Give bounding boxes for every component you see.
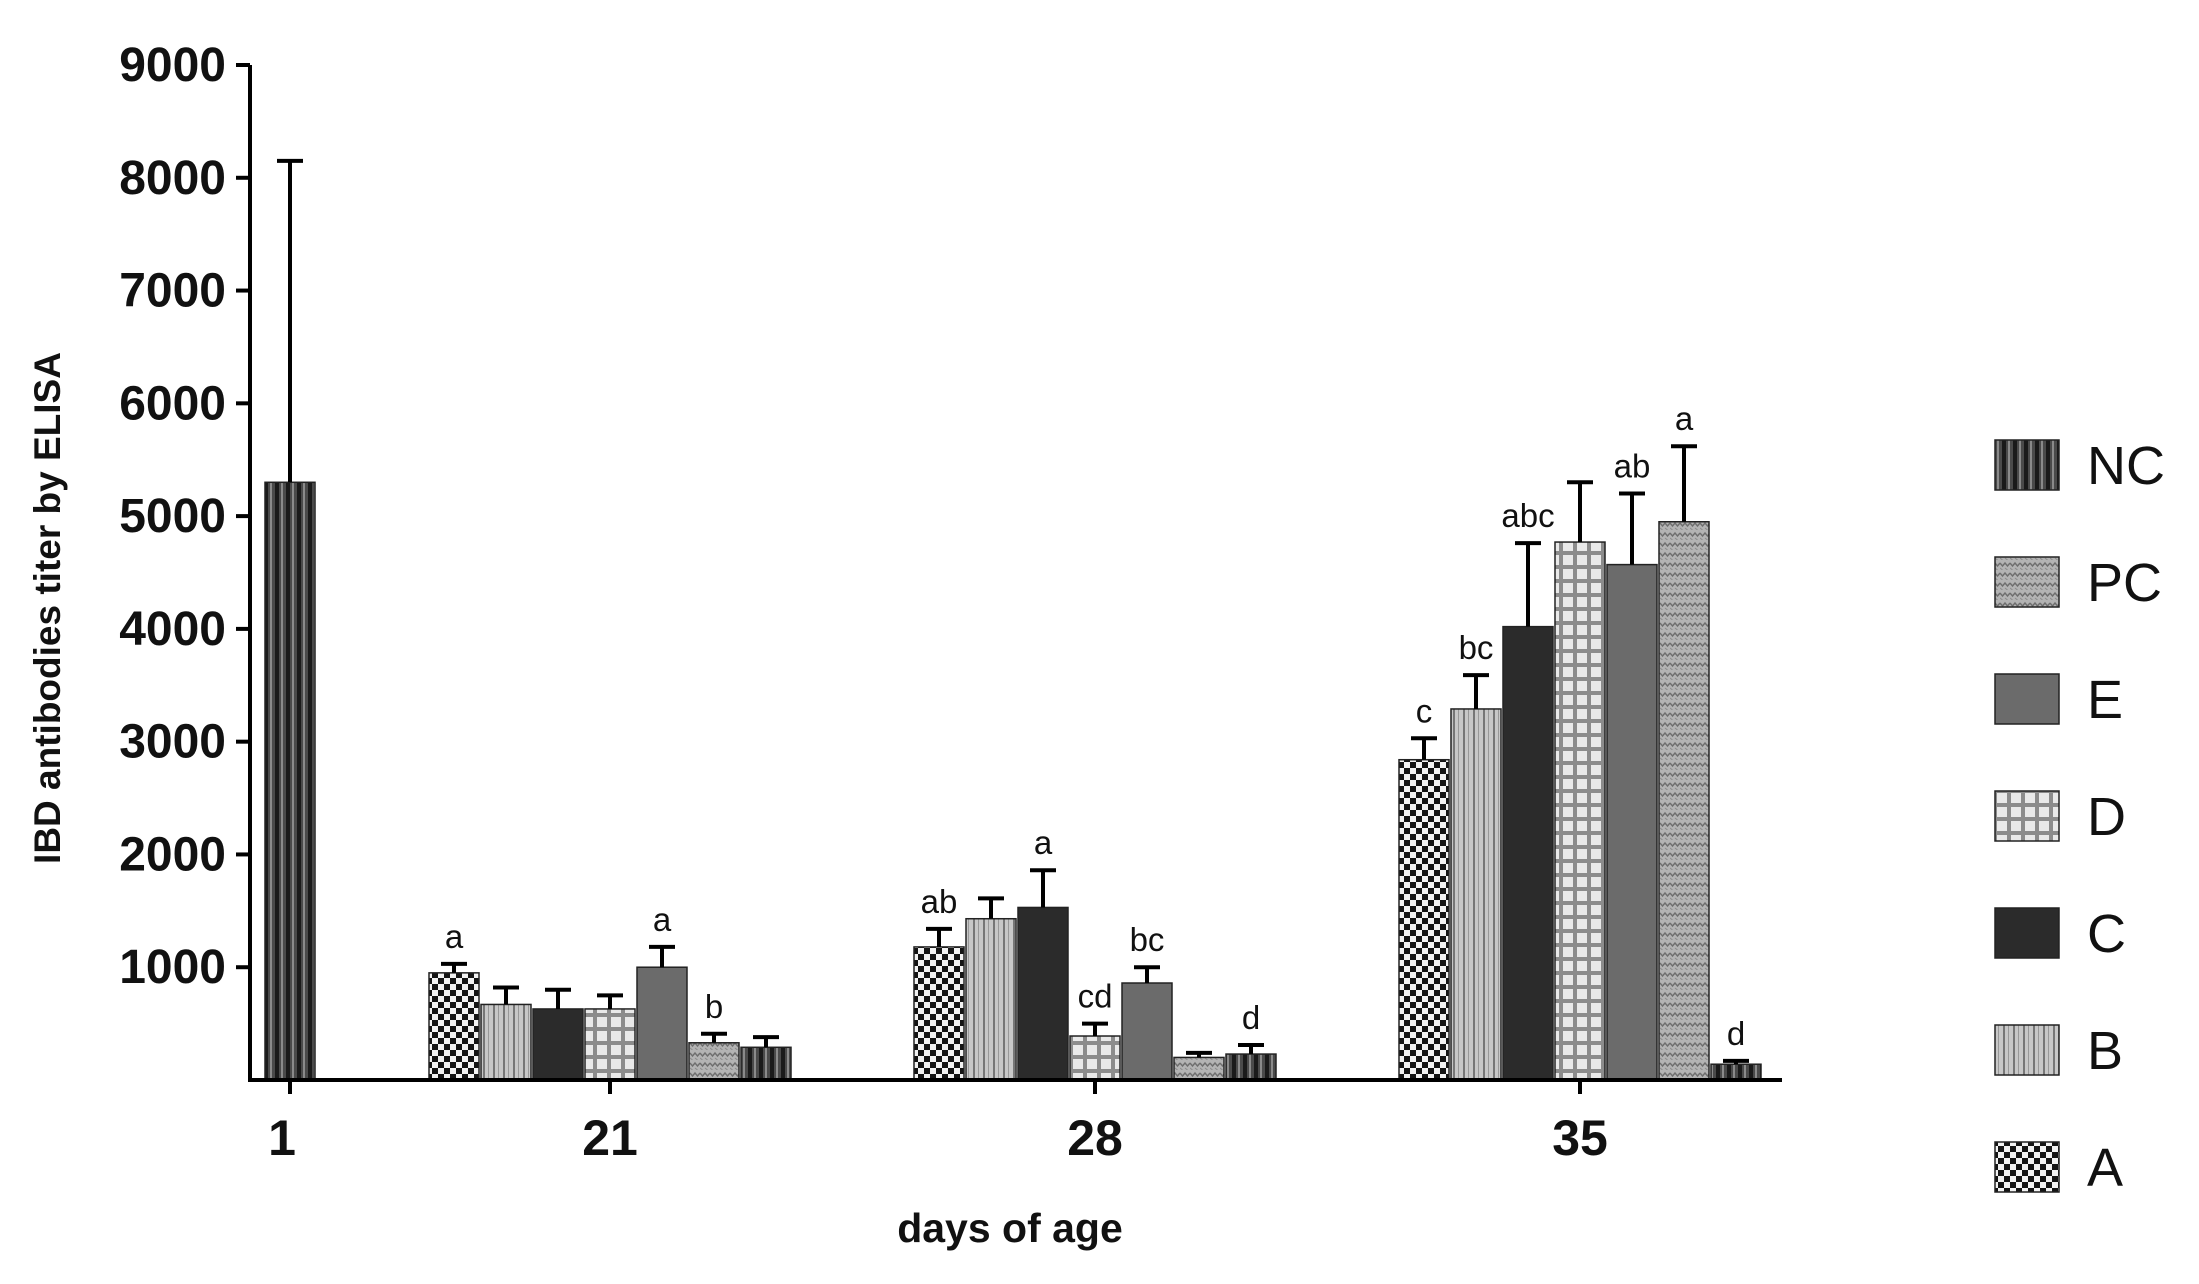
y-tick-label-1000: 1000 [119, 941, 226, 994]
bar-21-C [532, 1008, 584, 1081]
y-tick-label-6000: 6000 [119, 377, 226, 430]
bar-28-C [1017, 906, 1069, 1081]
bar-28-PC [1173, 1056, 1225, 1081]
significance-label-35-NC: d [1727, 1015, 1745, 1052]
bar-35-PC [1658, 521, 1710, 1081]
significance-label-35-B: bc [1459, 629, 1494, 666]
x-tick-label-35: 35 [1552, 1110, 1608, 1166]
legend-label-B: B [2087, 1021, 2123, 1081]
legend-swatch-NC [1994, 439, 2060, 491]
significance-label-28-D: cd [1078, 978, 1113, 1015]
significance-label-35-E: ab [1614, 448, 1651, 485]
significance-label-21-PC: b [705, 988, 723, 1025]
bar-28-A [913, 946, 965, 1081]
bar-28-B [965, 917, 1017, 1081]
significance-label-35-A: c [1416, 692, 1433, 729]
legend-swatch-A [1994, 1141, 2060, 1193]
legend-label-C: C [2087, 904, 2126, 964]
y-axis-title: IBD antibodies titer by ELISA [27, 352, 68, 864]
y-tick-label-9000: 9000 [119, 39, 226, 92]
legend-swatch-PC [1994, 556, 2060, 608]
bar-1-NC [264, 481, 316, 1081]
x-tick-label-21: 21 [582, 1110, 638, 1166]
significance-label-28-C: a [1034, 824, 1053, 861]
bar-21-D [584, 1008, 636, 1081]
y-tick-label-3000: 3000 [119, 716, 226, 769]
bar-28-E [1121, 982, 1173, 1081]
legend-swatch-B [1994, 1024, 2060, 1076]
x-tick-label-28: 28 [1067, 1110, 1123, 1166]
bar-35-B [1450, 708, 1502, 1081]
bar-21-PC [688, 1042, 740, 1081]
legend-label-PC: PC [2087, 553, 2162, 613]
bar-35-D [1554, 541, 1606, 1081]
significance-label-21-E: a [653, 901, 672, 938]
y-tick-label-4000: 4000 [119, 603, 226, 656]
bar-35-A [1398, 758, 1450, 1081]
significance-label-28-A: ab [921, 883, 958, 920]
legend-label-A: A [2087, 1138, 2123, 1198]
bar-35-E [1606, 563, 1658, 1081]
bar-21-NC [740, 1046, 792, 1081]
legend-swatch-D [1994, 790, 2060, 842]
y-tick-label-7000: 7000 [119, 265, 226, 318]
legend-label-D: D [2087, 787, 2126, 847]
bar-35-C [1502, 625, 1554, 1081]
legend-label-NC: NC [2087, 436, 2165, 496]
legend-swatch-C [1994, 907, 2060, 959]
significance-label-28-E: bc [1130, 921, 1165, 958]
legend-label-E: E [2087, 670, 2123, 730]
legend-swatch-E [1994, 673, 2060, 725]
bar-21-E [636, 966, 688, 1081]
significance-label-21-A: a [445, 918, 464, 955]
bar-35-NC [1710, 1063, 1762, 1081]
bar-28-D [1069, 1035, 1121, 1081]
x-tick-label-1: 1 [268, 1110, 296, 1166]
bar-21-A [428, 972, 480, 1081]
bar-21-B [480, 1003, 532, 1081]
significance-label-35-C: abc [1501, 497, 1554, 534]
plot-area: a ababacdbcdcbcabcabad9000800070006000500… [119, 39, 1782, 1094]
bar-28-NC [1225, 1053, 1277, 1081]
significance-label-28-NC: d [1242, 999, 1260, 1036]
significance-label-35-PC: a [1675, 400, 1694, 437]
y-tick-label-2000: 2000 [119, 828, 226, 881]
y-tick-label-8000: 8000 [119, 152, 226, 205]
y-tick-label-5000: 5000 [119, 490, 226, 543]
x-axis-title: days of age [897, 1205, 1123, 1251]
